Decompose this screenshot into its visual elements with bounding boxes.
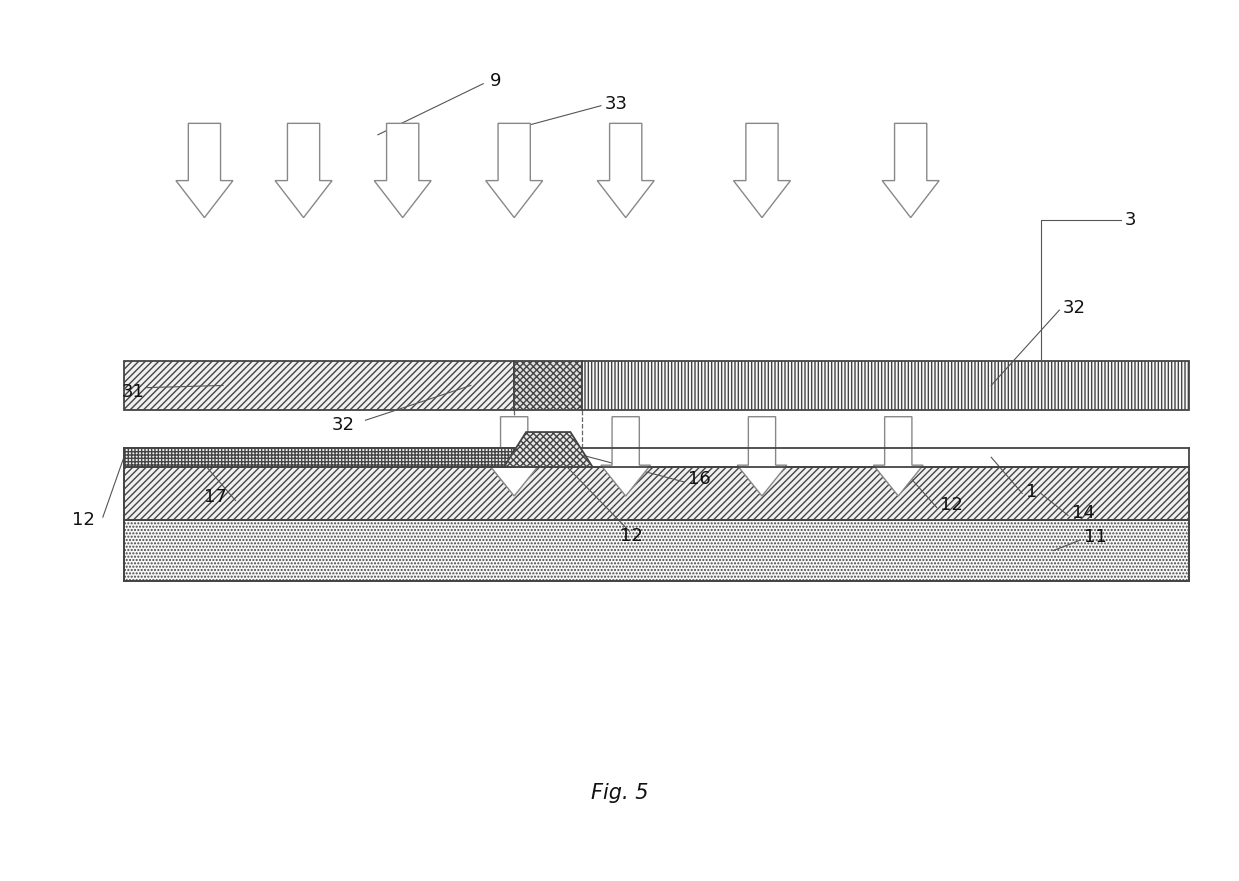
Bar	[514, 361, 582, 410]
Polygon shape	[737, 417, 787, 496]
Polygon shape	[882, 123, 939, 218]
Bar	[124, 520, 1189, 581]
Text: 12: 12	[72, 511, 94, 529]
Text: 3: 3	[1125, 211, 1136, 229]
Polygon shape	[733, 123, 790, 218]
Text: 33: 33	[605, 95, 628, 113]
Bar	[124, 467, 1189, 520]
Text: 14: 14	[1072, 504, 1094, 522]
Text: 9: 9	[489, 72, 501, 90]
Polygon shape	[504, 432, 592, 467]
Polygon shape	[374, 123, 431, 218]
Text: 16: 16	[688, 470, 710, 488]
Text: 12: 12	[620, 527, 642, 544]
Bar	[582, 361, 1189, 410]
Polygon shape	[176, 123, 233, 218]
Text: 31: 31	[121, 383, 144, 401]
Polygon shape	[873, 417, 923, 496]
Text: 11: 11	[1084, 529, 1106, 546]
Text: 32: 32	[332, 416, 356, 433]
Polygon shape	[597, 123, 654, 218]
Text: Fig. 5: Fig. 5	[591, 783, 648, 803]
Text: 32: 32	[1063, 300, 1087, 317]
Text: 17: 17	[204, 488, 227, 506]
Polygon shape	[486, 123, 543, 218]
Polygon shape	[489, 417, 539, 496]
Bar	[124, 448, 514, 467]
Polygon shape	[601, 417, 650, 496]
Text: 1: 1	[1026, 483, 1037, 500]
Polygon shape	[275, 123, 332, 218]
Bar	[124, 361, 514, 410]
Text: 12: 12	[940, 496, 963, 514]
